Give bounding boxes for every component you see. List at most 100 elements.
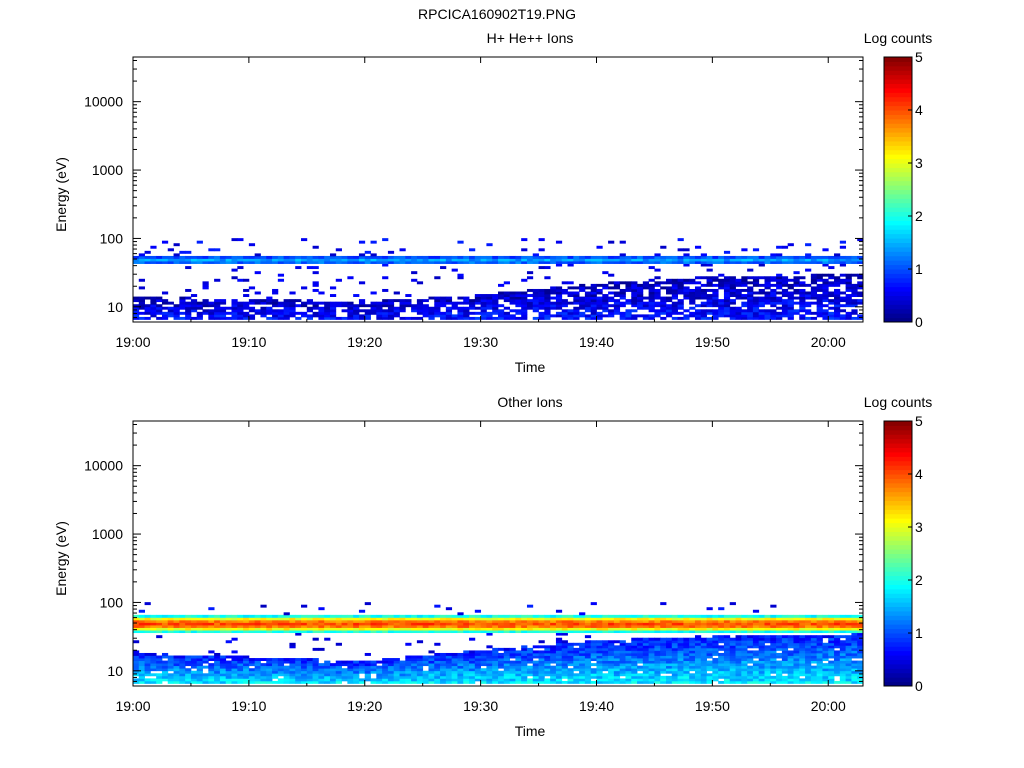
spectrogram-cell: [805, 258, 812, 262]
spectrogram-cell: [787, 311, 794, 315]
spectrogram-cell: [358, 314, 366, 318]
spectrogram-cell: [712, 652, 719, 656]
spectrogram-cell: [764, 663, 771, 667]
spectrogram-cell: [839, 622, 847, 626]
spectrogram-cell: [642, 673, 650, 677]
spectrogram-cell: [190, 630, 198, 634]
spectrogram-cell: [486, 652, 493, 656]
spectrogram-cell: [666, 314, 673, 318]
spectrogram-cell: [631, 258, 638, 262]
spectrogram-cell: [167, 306, 174, 310]
spectrogram-cell: [805, 645, 812, 649]
spectrogram-cell: [289, 304, 296, 308]
spectrogram-cell: [353, 314, 360, 318]
spectrogram-cell: [810, 258, 818, 262]
spectrogram-cell: [857, 678, 864, 682]
spectrogram-cell: [474, 663, 482, 667]
spectrogram-cell: [683, 675, 690, 679]
spectrogram-cell: [706, 640, 713, 644]
spectrogram-cell: [329, 614, 337, 618]
spectrogram-cell: [515, 619, 522, 623]
spectrogram-cell: [156, 261, 163, 264]
spectrogram-cell: [272, 291, 279, 295]
spectrogram-cell: [219, 258, 227, 262]
spectrogram-cell: [839, 680, 847, 684]
spectrogram-cell: [214, 255, 221, 259]
spectrogram-cell: [486, 675, 493, 679]
spectrogram-cell: [306, 255, 313, 259]
spectrogram-cell: [521, 296, 528, 300]
spectrogram-cell: [567, 647, 574, 651]
spectrogram-cell: [503, 617, 510, 621]
spectrogram-cell: [231, 258, 238, 262]
spectrogram-cell: [839, 642, 847, 646]
spectrogram-cell: [277, 670, 285, 674]
spectrogram-cell: [138, 299, 145, 303]
spectrogram-cell: [399, 316, 406, 320]
spectrogram-cell: [787, 642, 794, 646]
spectrogram-cell: [521, 311, 528, 315]
spectrogram-cell: [793, 675, 800, 679]
spectrogram-cell: [851, 637, 858, 641]
spectrogram-cell: [654, 680, 661, 684]
spectrogram-cell: [666, 286, 673, 290]
spectrogram-cell: [515, 296, 522, 300]
spectrogram-cell: [503, 614, 510, 618]
spectrogram-cells: [133, 602, 864, 684]
spectrogram-cell: [335, 301, 342, 305]
spectrogram-cell: [642, 304, 650, 308]
spectrogram-cell: [237, 622, 244, 626]
spectrogram-cell: [596, 301, 603, 305]
spectrogram-cell: [700, 647, 707, 651]
spectrogram-cell: [694, 645, 702, 649]
spectrogram-cell: [347, 678, 354, 682]
spectrogram-cell: [805, 614, 812, 618]
spectrogram-cell: [752, 622, 760, 626]
spectrogram-cell: [671, 680, 678, 684]
spectrogram-cell: [248, 658, 256, 661]
spectrogram-cell: [602, 660, 609, 664]
spectrogram-cell: [752, 630, 760, 634]
spectrogram-cell: [555, 637, 563, 641]
colorbar-segment: [884, 79, 912, 84]
spectrogram-cell: [567, 301, 574, 305]
spectrogram-cell: [190, 258, 198, 262]
spectrogram-cell: [822, 680, 829, 684]
spectrogram-cell: [584, 663, 592, 667]
spectrogram-cell: [689, 650, 696, 654]
spectrogram-cell: [851, 645, 858, 649]
spectrogram-cell: [834, 278, 841, 282]
colorbar-segment: [884, 571, 912, 577]
spectrogram-cell: [202, 625, 209, 628]
spectrogram-cell: [492, 299, 499, 303]
spectrogram-cell: [596, 670, 603, 674]
spectrogram-cell: [781, 622, 789, 626]
spectrogram-cell: [839, 619, 847, 623]
spectrogram-cell: [654, 647, 661, 651]
spectrogram-cell: [555, 663, 563, 667]
spectrogram-cell: [555, 299, 563, 303]
spectrogram-cell: [810, 660, 818, 664]
spectrogram-cell: [156, 658, 163, 661]
spectrogram-cell: [637, 678, 644, 682]
spectrogram-cell: [625, 283, 632, 287]
spectrogram-cell: [793, 650, 800, 654]
spectrogram-cell: [590, 645, 597, 649]
spectrogram-cell: [138, 255, 145, 259]
spectrogram-cell: [781, 655, 789, 659]
spectrogram-cell: [799, 665, 806, 669]
spectrogram-cell: [196, 304, 203, 308]
spectrogram-cell: [283, 301, 290, 305]
spectrogram-cell: [289, 642, 296, 646]
spectrogram-cell: [805, 650, 812, 654]
spectrogram-cell: [729, 665, 736, 669]
spectrogram-cell: [544, 309, 551, 313]
spectrogram-cell: [133, 619, 140, 623]
spectrogram-cell: [428, 627, 435, 631]
spectrogram-cell: [654, 673, 661, 677]
spectrogram-cell: [544, 314, 551, 318]
spectrogram-cell: [752, 652, 760, 656]
spectrogram-cell: [526, 304, 534, 308]
spectrogram-cell: [480, 678, 487, 682]
spectrogram-cell: [810, 278, 818, 282]
